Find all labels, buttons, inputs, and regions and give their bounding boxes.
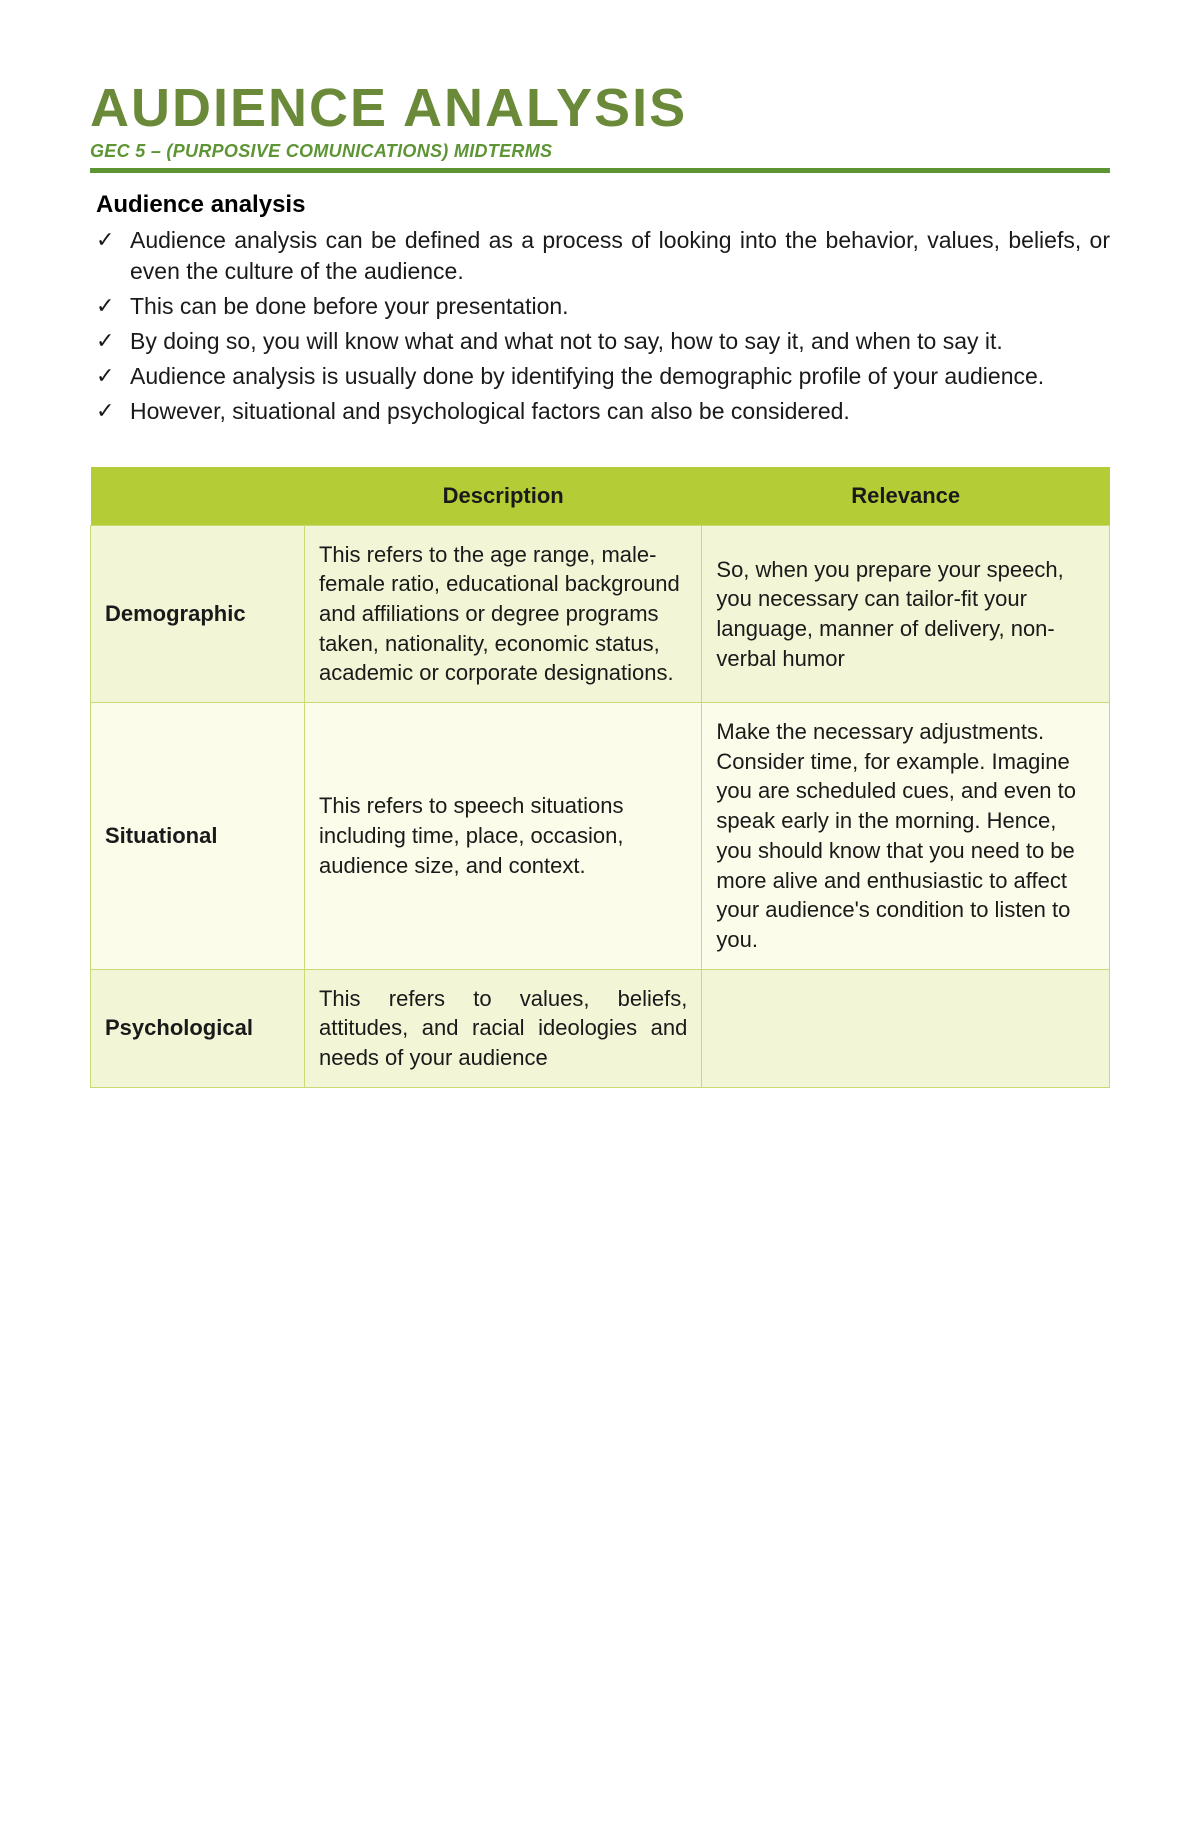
table-header-relevance: Relevance [702, 467, 1110, 525]
table-row: Situational This refers to speech situat… [91, 703, 1110, 970]
check-icon: ✓ [96, 396, 130, 426]
page-title: AUDIENCE ANALYSIS [90, 80, 1110, 137]
list-item: ✓ This can be done before your presentat… [96, 291, 1110, 322]
check-icon: ✓ [96, 225, 130, 255]
table-row: Psychological This refers to values, bel… [91, 969, 1110, 1087]
bullet-text: Audience analysis can be defined as a pr… [130, 225, 1110, 287]
bullet-text: Audience analysis is usually done by ide… [130, 361, 1110, 392]
table-header-row: Description Relevance [91, 467, 1110, 525]
list-item: ✓ By doing so, you will know what and wh… [96, 326, 1110, 357]
cell-relevance: Make the necessary adjustments. Consider… [702, 703, 1110, 970]
list-item: ✓ Audience analysis can be defined as a … [96, 225, 1110, 287]
row-label-situational: Situational [91, 703, 305, 970]
table-header-description: Description [304, 467, 701, 525]
check-icon: ✓ [96, 291, 130, 321]
check-icon: ✓ [96, 326, 130, 356]
cell-description: This refers to values, beliefs, attitude… [304, 969, 701, 1087]
check-icon: ✓ [96, 361, 130, 391]
document-page: AUDIENCE ANALYSIS GEC 5 – (PURPOSIVE COM… [0, 0, 1200, 1846]
cell-description: This refers to the age range, male-femal… [304, 525, 701, 702]
list-item: ✓ However, situational and psychological… [96, 396, 1110, 427]
cell-relevance [702, 969, 1110, 1087]
bullet-text: By doing so, you will know what and what… [130, 326, 1110, 357]
list-item: ✓ Audience analysis is usually done by i… [96, 361, 1110, 392]
cell-description: This refers to speech situations includi… [304, 703, 701, 970]
row-label-demographic: Demographic [91, 525, 305, 702]
row-label-psychological: Psychological [91, 969, 305, 1087]
bullet-list: ✓ Audience analysis can be defined as a … [90, 225, 1110, 427]
table-header-blank [91, 467, 305, 525]
bullet-text: However, situational and psychological f… [130, 396, 1110, 427]
analysis-table: Description Relevance Demographic This r… [90, 467, 1110, 1088]
title-rule [90, 168, 1110, 173]
bullet-text: This can be done before your presentatio… [130, 291, 1110, 322]
cell-relevance: So, when you prepare your speech, you ne… [702, 525, 1110, 702]
table-row: Demographic This refers to the age range… [91, 525, 1110, 702]
section-heading: Audience analysis [96, 191, 1110, 219]
page-subtitle: GEC 5 – (PURPOSIVE COMUNICATIONS) MIDTER… [90, 141, 1110, 162]
